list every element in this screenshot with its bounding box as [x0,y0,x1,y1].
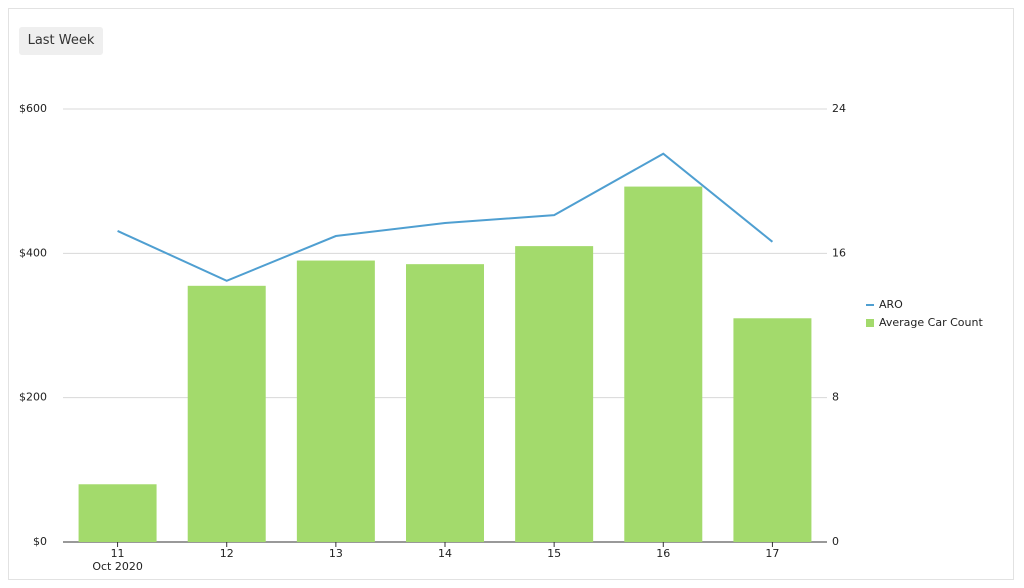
legend-swatch [866,319,874,327]
x-tick-label: 17 [765,547,779,560]
bar [406,264,484,542]
panel [8,8,1014,580]
bar [624,186,703,542]
legend-label: Average Car Count [879,316,983,329]
y2-tick-label: 16 [832,246,846,259]
bar [78,484,157,542]
x-tick-label: 11 [111,547,125,560]
y-tick-label: $600 [19,102,47,115]
bar [187,285,266,542]
x-tick-label: 15 [547,547,561,560]
bar [296,260,375,542]
bar [733,318,812,542]
x-group-label: Oct 2020 [92,560,143,573]
y2-tick-label: 0 [832,535,839,548]
bar [515,246,594,542]
y2-tick-label: 24 [832,102,846,115]
x-tick-label: 12 [220,547,234,560]
range-button[interactable]: Last Week [19,27,103,55]
legend-label: ARO [879,298,903,311]
y-tick-label: $0 [33,535,47,548]
x-tick-label: 16 [656,547,670,560]
y-tick-label: $400 [19,246,47,259]
x-tick-label: 13 [329,547,343,560]
y-tick-label: $200 [19,391,47,404]
line [117,152,774,282]
x-tick-label: 14 [438,547,452,560]
y2-tick-label: 8 [832,391,839,404]
